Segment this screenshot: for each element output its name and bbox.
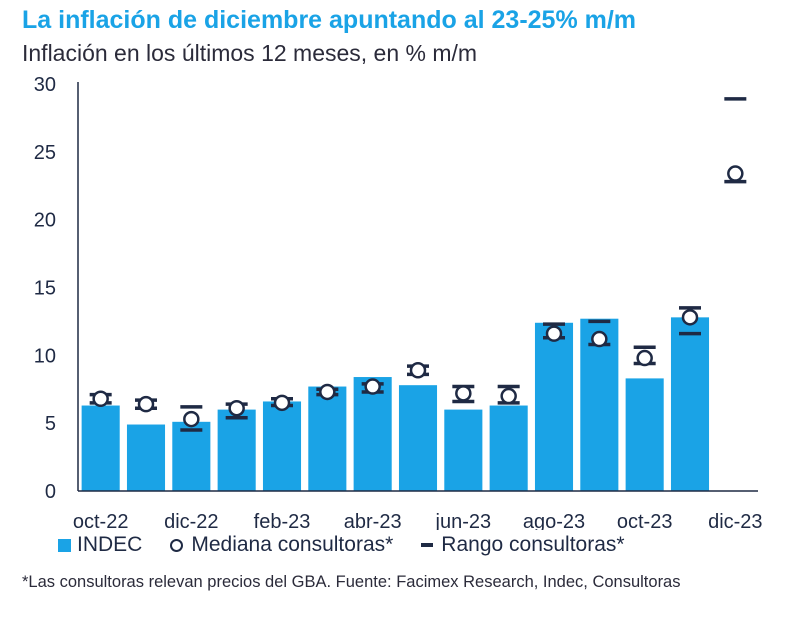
median-jul-23: [500, 387, 517, 405]
legend-label-range: Rango consultoras*: [441, 533, 625, 556]
chart-subtitle: Inflación en los últimos 12 meses, en % …: [22, 40, 478, 66]
legend-circle-icon: [170, 538, 184, 552]
y-tick-label: 10: [34, 345, 56, 367]
bar-ago-23: [534, 322, 574, 491]
median-oct-22: [92, 390, 109, 407]
legend-item-range: Rango consultoras*: [421, 533, 625, 557]
bar-jun-23: [444, 409, 483, 491]
median-nov-23: [681, 309, 699, 326]
median-ene-23: [228, 399, 245, 417]
bar-dic-22: [172, 421, 211, 491]
y-tick-label: 20: [34, 210, 56, 232]
bar-may-23: [398, 385, 438, 491]
bar-nov-22: [126, 424, 166, 491]
y-tick-label: 15: [34, 278, 56, 300]
legend-item-median: Mediana consultoras*: [170, 533, 393, 557]
inflation-chart: 0 5 10 15 20 25 30 oct-22 dic-22 feb-23 abr-23 jun-…: [34, 74, 763, 530]
x-tick-label: ago-23: [523, 511, 585, 530]
legend-label-indec: INDEC: [77, 533, 143, 556]
y-tick-label: 25: [34, 142, 56, 164]
median-abr-23: [364, 378, 381, 395]
x-tick-label: dic-23: [708, 511, 762, 530]
bar-feb-23: [262, 401, 302, 491]
chart-legend: INDEC Mediana consultoras* Rango consult…: [58, 533, 653, 557]
median-may-23: [409, 362, 427, 379]
median-feb-23: [273, 394, 291, 412]
chart-title: La inflación de diciembre apuntando al 2…: [22, 6, 637, 34]
median-ago-23: [545, 325, 563, 342]
bar-sep-23: [580, 318, 619, 491]
bar-ene-23: [217, 409, 256, 491]
legend-item-indec: INDEC: [58, 533, 142, 557]
y-tick-label: 5: [45, 413, 56, 435]
x-tick-label: feb-23: [254, 511, 311, 530]
bar-abr-23: [353, 377, 392, 491]
median-nov-22: [137, 395, 155, 413]
y-tick-label: 0: [45, 481, 56, 503]
x-tick-label: oct-23: [617, 511, 673, 530]
bar-nov-23: [670, 317, 710, 491]
median-dic-23: [727, 165, 744, 182]
median-jun-23: [455, 385, 472, 402]
x-tick-label: jun-23: [435, 511, 492, 530]
bar-jul-23: [489, 405, 528, 491]
legend-label-median: Mediana consultoras*: [191, 533, 394, 556]
median-oct-23: [636, 349, 653, 367]
x-tick-label: dic-22: [164, 511, 218, 530]
bar-oct-23: [625, 378, 664, 491]
bar-mar-23: [308, 386, 347, 491]
median-dic-22: [183, 410, 200, 428]
legend-dash-icon: [421, 543, 434, 547]
x-tick-label: abr-23: [344, 511, 402, 530]
x-tick-label: oct-22: [73, 511, 129, 530]
y-tick-label: 30: [34, 74, 56, 96]
footnote: *Las consultoras relevan precios del GBA…: [22, 573, 681, 591]
median-sep-23: [591, 330, 608, 348]
legend-swatch-bar: [58, 538, 71, 552]
median-mar-23: [319, 383, 336, 401]
bar-oct-22: [81, 405, 120, 491]
